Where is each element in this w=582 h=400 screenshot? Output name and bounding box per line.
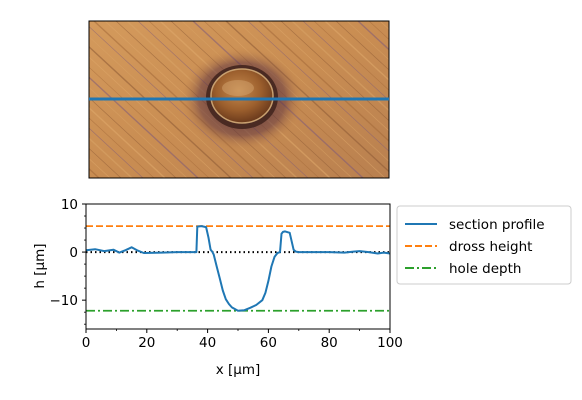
scratch-line — [335, 21, 389, 71]
scratch-line — [89, 106, 166, 178]
x-tick-label: 60 — [260, 335, 277, 351]
legend-label-dross-height: dross height — [449, 239, 532, 255]
x-tick-label: 40 — [199, 335, 216, 351]
legend-box — [396, 205, 572, 285]
scratch-line — [324, 21, 389, 82]
x-tick-label: 80 — [321, 335, 338, 351]
x-tick-label: 100 — [377, 335, 403, 351]
scratch-line — [89, 167, 100, 178]
y-axis-label: h [μm] — [32, 243, 48, 288]
scratch-line — [89, 127, 144, 178]
legend-label-section-profile: section profile — [449, 217, 545, 233]
scratch-line — [313, 21, 389, 91]
scratch-line — [89, 117, 155, 178]
legend: section profile dross height hole depth — [396, 205, 572, 285]
scratch-line — [402, 21, 572, 178]
x-axis-label: x [μm] — [216, 362, 261, 378]
scratch-line — [368, 21, 389, 40]
scratch-line — [379, 21, 389, 30]
micrograph-image — [88, 20, 582, 179]
scratch-line — [89, 137, 133, 178]
scratch-line — [413, 21, 582, 178]
y-tick-label: 10 — [61, 197, 78, 213]
scratch-line — [391, 21, 561, 178]
profile-plot: 0 20 40 60 80 100 −10 0 10 x [μm] h [μm] — [32, 197, 403, 378]
y-tick-label: 0 — [69, 245, 78, 261]
scratch-line — [346, 21, 389, 61]
legend-label-hole-depth: hole depth — [449, 261, 521, 277]
x-tick-label: 20 — [138, 335, 155, 351]
series-section-profile-line — [86, 225, 390, 312]
scratch-line — [89, 147, 122, 178]
y-tick-label: −10 — [50, 293, 79, 309]
x-tick-label: 0 — [82, 335, 91, 351]
scratch-line — [357, 21, 389, 51]
scratch-line — [424, 21, 582, 178]
